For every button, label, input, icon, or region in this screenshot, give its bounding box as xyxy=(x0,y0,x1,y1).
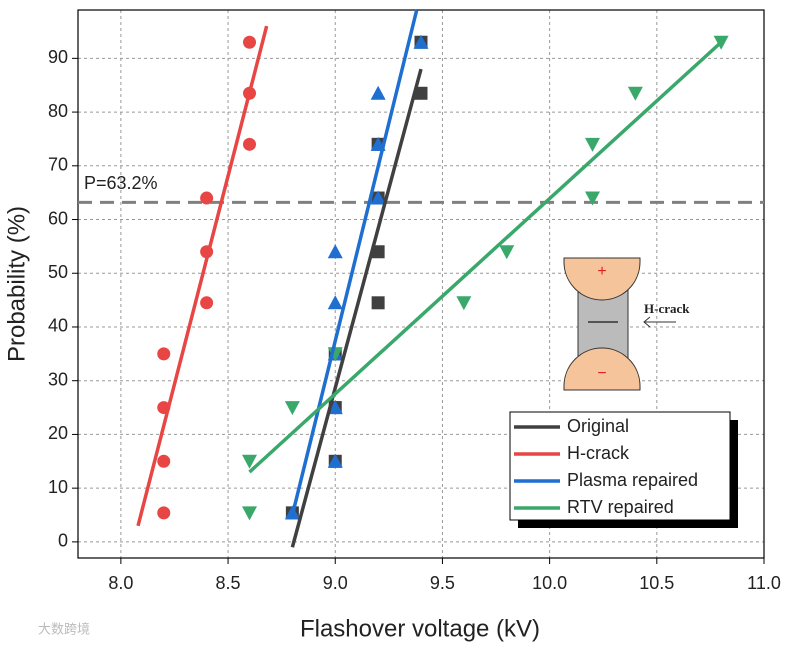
point xyxy=(200,296,214,310)
point xyxy=(585,191,600,206)
x-tick-label: 11.0 xyxy=(747,573,781,593)
y-tick-label: 10 xyxy=(48,477,68,497)
point xyxy=(327,244,343,259)
point xyxy=(327,295,343,310)
minus-sign: − xyxy=(597,365,606,382)
plot-frame xyxy=(77,9,765,559)
point xyxy=(157,347,171,361)
x-tick-label: 10.5 xyxy=(639,573,674,593)
legend-label: Original xyxy=(567,416,629,436)
point xyxy=(157,454,171,468)
y-tick-label: 60 xyxy=(48,208,68,228)
x-axis-label: Flashover voltage (kV) xyxy=(300,615,540,642)
y-tick-label: 80 xyxy=(48,101,68,121)
electrode-bottom xyxy=(563,347,641,391)
inset-arrow xyxy=(643,316,676,328)
inset: + − H-crack xyxy=(563,257,690,391)
point xyxy=(157,506,171,520)
fit-line xyxy=(248,40,723,474)
point xyxy=(370,85,386,100)
inset-label: H-crack xyxy=(644,301,690,316)
reference-label: P=63.2% xyxy=(84,173,158,193)
point xyxy=(370,190,386,205)
legend-label: Plasma repaired xyxy=(567,470,698,490)
x-tick-label: 9.5 xyxy=(430,573,455,593)
y-tick-label: 20 xyxy=(48,423,68,443)
y-tick-label: 40 xyxy=(48,316,68,336)
fit-line xyxy=(290,9,419,516)
point xyxy=(499,245,515,260)
point xyxy=(456,296,472,311)
y-tick-label: 50 xyxy=(48,262,68,282)
point xyxy=(371,245,385,259)
point xyxy=(371,296,385,310)
fit-line xyxy=(290,68,423,548)
electrode-top xyxy=(563,257,641,301)
x-tick-label: 9.0 xyxy=(323,573,348,593)
legend xyxy=(509,411,731,521)
y-tick-label: 90 xyxy=(48,47,68,67)
point xyxy=(327,400,343,415)
point xyxy=(200,191,214,205)
point xyxy=(284,401,300,416)
watermark: 大数跨境 xyxy=(38,621,90,636)
fit-line xyxy=(136,25,269,527)
legend-label: H-crack xyxy=(567,443,630,463)
y-tick-label: 0 xyxy=(58,531,68,551)
point xyxy=(242,454,257,469)
y-tick-label: 30 xyxy=(48,369,68,389)
y-axis-label: Probability (%) xyxy=(3,206,30,362)
x-tick-label: 8.5 xyxy=(216,573,241,593)
legend-label: RTV repaired xyxy=(567,497,674,517)
point xyxy=(627,86,643,101)
x-tick-label: 10.0 xyxy=(532,573,567,593)
point xyxy=(585,137,600,152)
y-tick-label: 70 xyxy=(48,155,68,175)
point xyxy=(327,453,343,468)
point xyxy=(243,137,256,151)
point xyxy=(243,35,256,49)
x-tick-label: 8.0 xyxy=(108,573,133,593)
point xyxy=(413,34,429,49)
point xyxy=(242,506,257,521)
plus-sign: + xyxy=(597,263,606,280)
point xyxy=(414,86,428,100)
